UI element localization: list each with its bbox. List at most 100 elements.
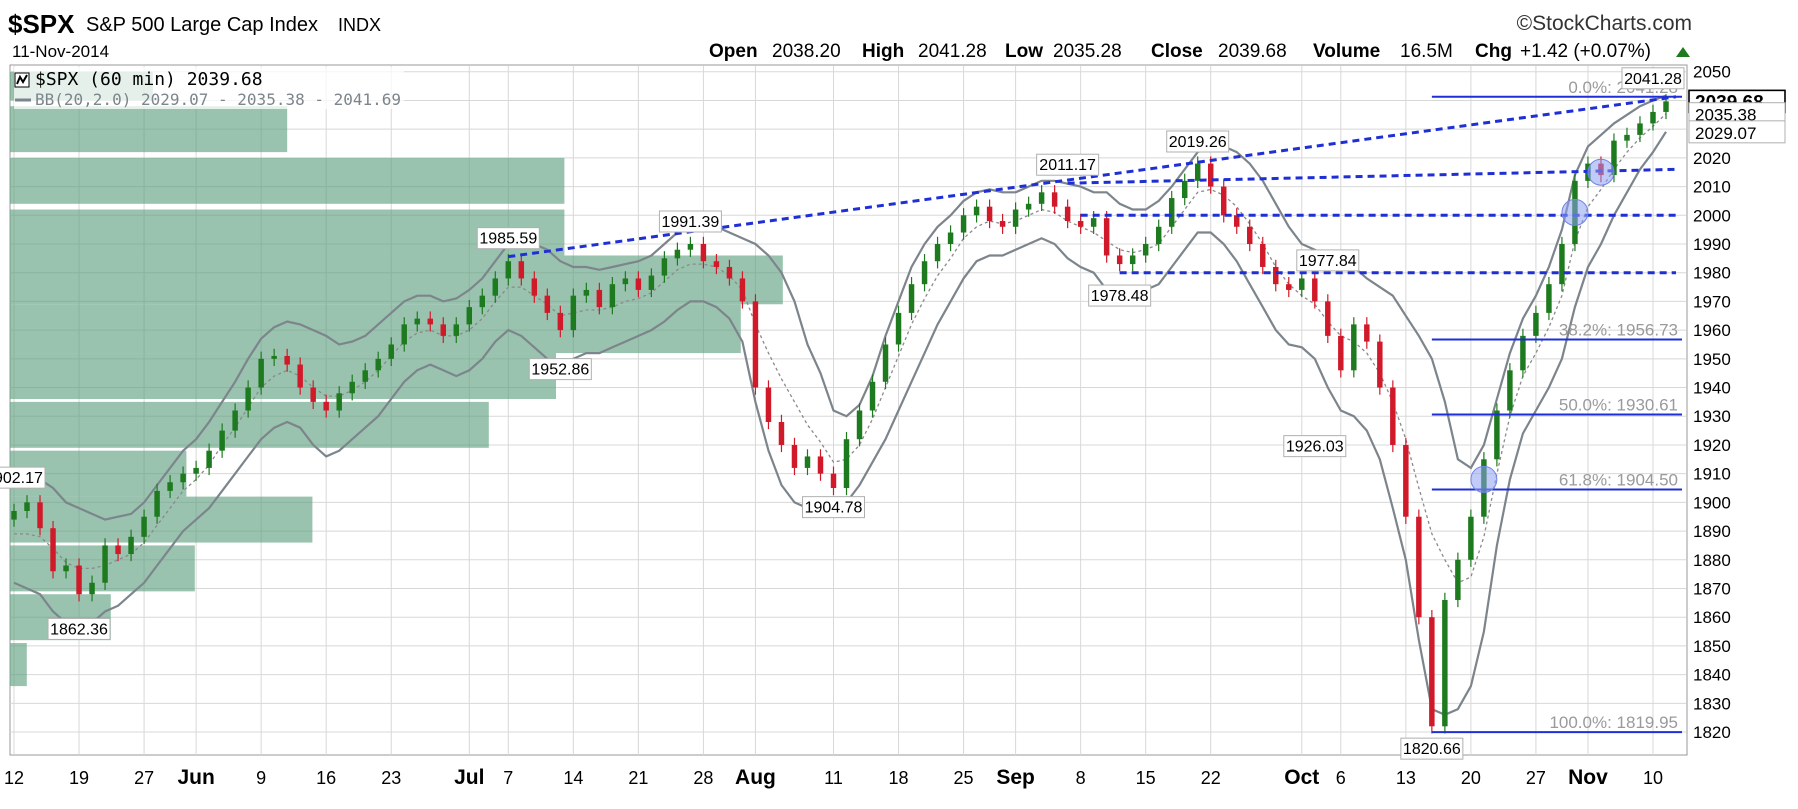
candle-body	[323, 401, 329, 411]
candle-body	[1273, 266, 1279, 285]
low-value: 2035.28	[1053, 41, 1122, 62]
peak-label: 1926.03	[1286, 439, 1344, 456]
candle-body	[934, 243, 941, 262]
peak-label-box	[528, 358, 592, 381]
candle-body	[804, 456, 811, 468]
peak-label: 1904.78	[805, 500, 863, 517]
y-tick-label: 2020	[1693, 149, 1731, 168]
y-axis: 2050204020302020201020001990198019701960…	[1693, 63, 1731, 742]
volume-profile-layer	[10, 71, 783, 687]
candle-body	[713, 261, 720, 267]
value-label: 2029.07	[1695, 124, 1756, 143]
candle-body	[11, 510, 17, 520]
x-tick-label: 27	[1526, 768, 1546, 788]
candle-body	[115, 545, 121, 555]
x-tick-label: 28	[693, 768, 713, 788]
candle-body	[1247, 226, 1253, 244]
candle-body	[570, 295, 577, 331]
candle-body	[349, 381, 355, 394]
value-label: 2035.38	[1695, 106, 1756, 125]
candle-body	[1129, 255, 1136, 265]
close-label: Close	[1151, 41, 1203, 62]
candle-body	[258, 358, 264, 388]
candle-body	[401, 324, 407, 345]
candle-body	[63, 565, 69, 572]
volume-profile-bar	[10, 157, 565, 204]
candle-body	[362, 370, 368, 382]
candle-body	[635, 278, 642, 290]
y-tick-label: 1990	[1693, 235, 1731, 254]
volume-profile-bar	[10, 353, 556, 400]
index-name: S&P 500 Large Cap Index	[86, 14, 318, 36]
candle-body	[661, 258, 668, 276]
candle-body	[206, 450, 212, 468]
candle-body	[817, 456, 824, 474]
candle-body	[518, 261, 525, 279]
peak-label-box	[1400, 737, 1464, 760]
high-label: High	[862, 41, 904, 62]
peak-label: 2041.28	[1624, 71, 1682, 88]
highlight-circle	[1587, 158, 1615, 186]
candle-body	[1494, 410, 1500, 460]
highlight-circle	[1561, 198, 1589, 226]
candle-body	[271, 355, 277, 359]
y-tick-label: 1980	[1693, 264, 1731, 283]
candle-body	[1077, 221, 1084, 227]
y-tick-label: 1820	[1693, 723, 1731, 742]
candle-body	[726, 266, 733, 279]
peak-label: 1985.59	[479, 231, 537, 248]
x-tick-label: 15	[1136, 768, 1156, 788]
legend-bb-series: BB(20,2.0) 2029.07 - 2035.38 - 2041.69	[35, 90, 401, 109]
candle-body	[531, 278, 538, 296]
candle-body	[557, 312, 564, 331]
peak-label: 1820.66	[1403, 741, 1461, 758]
candle-body	[999, 221, 1006, 227]
candle-body	[1455, 559, 1461, 600]
candle-body	[50, 528, 56, 572]
candle-body	[167, 482, 173, 491]
candles-layer	[11, 94, 1669, 734]
candle-body	[1624, 134, 1630, 141]
x-tick-label: 22	[1201, 768, 1221, 788]
candle-body	[388, 344, 394, 359]
candle-body	[24, 502, 30, 511]
candle-body	[1207, 163, 1214, 187]
candle-body	[739, 278, 746, 302]
candle-body	[375, 358, 381, 371]
candle-body	[908, 284, 915, 313]
chart-icon	[14, 72, 30, 88]
close-value: 2039.68	[1218, 41, 1287, 62]
candle-body	[752, 301, 759, 388]
candle-body	[232, 410, 238, 431]
candle-body	[1442, 599, 1448, 727]
candle-body	[1611, 140, 1617, 176]
candle-body	[245, 387, 251, 411]
candle-body	[986, 206, 993, 222]
candle-body	[492, 278, 499, 296]
candle-body	[648, 275, 655, 290]
symbol-title: $SPX	[8, 9, 75, 39]
candle-body	[336, 393, 342, 411]
peak-label: 2011.17	[1039, 157, 1096, 174]
peak-label: 1902.17	[0, 470, 43, 487]
candle-body	[1507, 370, 1513, 411]
fib-level-label: 100.0%: 1819.95	[1549, 713, 1678, 732]
candle-body	[414, 318, 420, 325]
peak-label: 1991.39	[661, 214, 719, 231]
y-tick-label: 1960	[1693, 321, 1731, 340]
candle-body	[778, 421, 785, 445]
candle-body	[141, 516, 147, 537]
candle-body	[1637, 123, 1643, 135]
volume-label: Volume	[1313, 41, 1380, 62]
candle-body	[219, 430, 225, 451]
candle-body	[1168, 198, 1175, 227]
fib-level-label: 61.8%: 1904.50	[1559, 470, 1678, 489]
x-tick-label: 21	[628, 768, 648, 788]
x-tick-label: Jun	[177, 766, 214, 789]
candle-body	[1090, 218, 1097, 227]
candle-body	[284, 355, 290, 365]
candle-body	[154, 490, 160, 517]
candle-body	[1194, 163, 1201, 181]
